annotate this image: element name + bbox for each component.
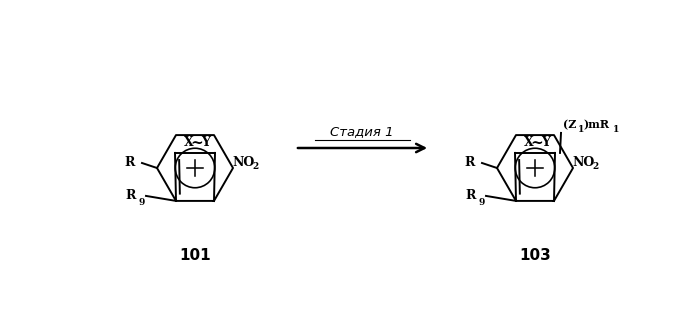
Text: 1: 1 bbox=[613, 125, 619, 134]
Text: NO: NO bbox=[573, 157, 595, 169]
Text: ~: ~ bbox=[191, 136, 203, 150]
Text: 101: 101 bbox=[179, 247, 211, 262]
Text: Y: Y bbox=[202, 136, 211, 149]
Text: R: R bbox=[466, 189, 476, 202]
Text: 2: 2 bbox=[593, 163, 599, 172]
Text: 103: 103 bbox=[519, 247, 551, 262]
Text: 9: 9 bbox=[479, 198, 485, 207]
Text: 2: 2 bbox=[253, 163, 259, 172]
Text: Стадия 1: Стадия 1 bbox=[330, 125, 394, 138]
Text: )mR: )mR bbox=[583, 119, 609, 130]
Text: 1: 1 bbox=[578, 125, 584, 134]
Text: X: X bbox=[524, 136, 534, 149]
Text: (Z: (Z bbox=[563, 119, 577, 130]
Text: R: R bbox=[125, 157, 135, 169]
Text: R: R bbox=[465, 157, 475, 169]
Text: 9: 9 bbox=[139, 198, 145, 207]
Text: R: R bbox=[126, 189, 136, 202]
Text: Y: Y bbox=[542, 136, 551, 149]
Text: NO: NO bbox=[233, 157, 255, 169]
Text: ~: ~ bbox=[530, 136, 543, 150]
Text: X: X bbox=[184, 136, 194, 149]
